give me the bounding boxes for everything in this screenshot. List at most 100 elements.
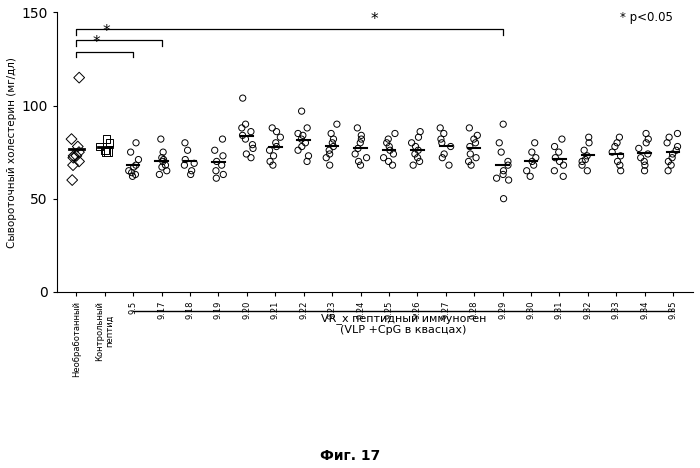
Point (640, 130, 652, 137)
Point (209, 146, 220, 154)
Point (503, 158, 514, 165)
Point (470, 139, 481, 146)
Point (68, 154, 79, 161)
Point (410, 150, 421, 158)
Point (300, 139, 311, 146)
Point (466, 161, 477, 169)
Text: Фиг. 17: Фиг. 17 (320, 449, 380, 463)
Point (582, 152, 593, 160)
Point (133, 156, 144, 163)
Point (211, 158, 222, 165)
Point (355, 161, 366, 169)
Point (349, 150, 360, 158)
Point (160, 161, 171, 169)
Point (498, 120, 509, 128)
Point (634, 145, 645, 152)
Point (463, 124, 475, 132)
Point (554, 158, 565, 165)
Point (435, 135, 447, 143)
Point (158, 156, 169, 163)
Point (302, 158, 313, 165)
Point (549, 143, 560, 150)
Point (328, 135, 339, 143)
Point (558, 173, 569, 180)
Point (326, 130, 337, 137)
Point (293, 146, 304, 154)
Point (582, 167, 593, 175)
Point (158, 148, 169, 156)
Point (384, 146, 395, 154)
Point (667, 150, 678, 158)
Point (154, 171, 165, 178)
Point (580, 156, 591, 163)
Point (101, 135, 112, 143)
Point (556, 135, 568, 143)
Point (355, 139, 366, 146)
Point (66, 135, 77, 143)
Point (414, 158, 425, 165)
Point (328, 143, 339, 150)
Point (438, 150, 449, 158)
Point (271, 128, 282, 135)
Point (296, 135, 307, 143)
Point (436, 139, 447, 146)
Point (438, 130, 449, 137)
Point (293, 130, 304, 137)
Point (611, 139, 622, 146)
Text: *: * (371, 12, 379, 27)
Point (443, 161, 454, 169)
Point (412, 146, 423, 154)
Point (128, 163, 139, 171)
Point (127, 173, 138, 180)
Point (583, 139, 594, 146)
Point (353, 158, 364, 165)
Point (410, 143, 421, 150)
Point (664, 133, 675, 141)
Point (156, 154, 167, 161)
Point (296, 107, 307, 115)
Point (323, 146, 335, 154)
Text: * p<0.05: * p<0.05 (620, 11, 673, 23)
Point (503, 161, 514, 169)
Point (247, 141, 258, 148)
Point (216, 161, 228, 169)
Point (240, 120, 251, 128)
Point (321, 154, 332, 161)
Point (389, 130, 400, 137)
Point (672, 130, 683, 137)
Point (99, 146, 111, 154)
Point (271, 143, 282, 150)
Point (217, 135, 228, 143)
Point (387, 161, 398, 169)
Point (356, 132, 367, 139)
Point (264, 146, 275, 154)
Point (643, 150, 654, 158)
Point (68, 152, 79, 160)
Point (331, 120, 342, 128)
Point (498, 195, 509, 203)
Point (67, 161, 78, 169)
Point (662, 167, 673, 175)
Point (643, 135, 654, 143)
Text: VR_x пептидный иммуноген
(VLP +CpG в квасцах): VR_x пептидный иммуноген (VLP +CpG в ква… (321, 313, 486, 336)
Point (529, 139, 540, 146)
Point (186, 167, 197, 175)
Point (361, 154, 372, 161)
Point (498, 171, 509, 178)
Point (210, 167, 221, 175)
Point (491, 175, 502, 182)
Point (413, 133, 424, 141)
Point (268, 152, 279, 160)
Point (94, 143, 105, 150)
Point (72, 143, 83, 150)
Point (437, 154, 448, 161)
Point (549, 167, 560, 175)
Point (155, 135, 167, 143)
Point (126, 169, 137, 176)
Point (406, 139, 417, 146)
Point (635, 154, 646, 161)
Point (383, 158, 394, 165)
Point (236, 124, 247, 132)
Point (583, 133, 594, 141)
Point (553, 148, 564, 156)
